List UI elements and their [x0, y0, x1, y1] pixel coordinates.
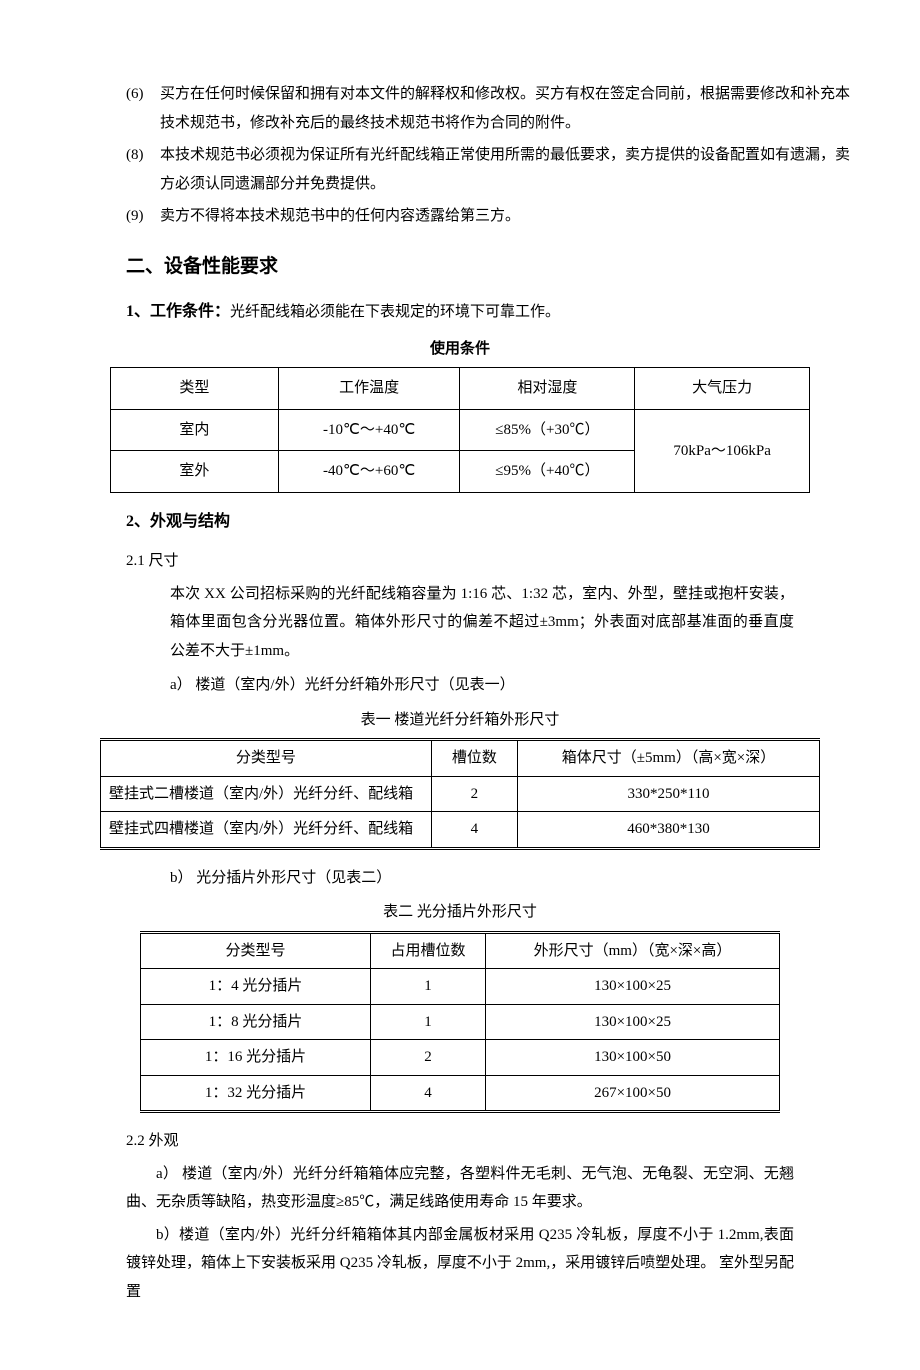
table-header-row: 分类型号 占用槽位数 外形尺寸（mm）（宽×深×高） — [141, 932, 780, 969]
table-row: 壁挂式二槽楼道（室内/外）光纤分纤、配线箱 2 330*250*110 — [101, 776, 820, 812]
cell: 壁挂式四槽楼道（室内/外）光纤分纤、配线箱 — [101, 812, 432, 849]
list-item-9: (9)卖方不得将本技术规范书中的任何内容透露给第三方。 — [70, 202, 850, 231]
section-2-title: 二、设备性能要求 — [126, 249, 850, 285]
s1-heading: 1、工作条件：光纤配线箱必须能在下表规定的环境下可靠工作。 — [126, 297, 850, 327]
table-row: 1：4 光分插片 1 130×100×25 — [141, 969, 780, 1005]
s1-heading-rest: 光纤配线箱必须能在下表规定的环境下可靠工作。 — [230, 304, 560, 320]
cell: 1 — [371, 969, 486, 1005]
th-model: 分类型号 — [101, 740, 432, 777]
th-pressure: 大气压力 — [635, 368, 810, 410]
th-temp: 工作温度 — [278, 368, 460, 410]
th-humid: 相对湿度 — [460, 368, 635, 410]
table-1: 分类型号 槽位数 箱体尺寸（±5mm）（高×宽×深） 壁挂式二槽楼道（室内/外）… — [100, 738, 820, 850]
cell: 130×100×50 — [486, 1040, 780, 1076]
cell: 2 — [431, 776, 517, 812]
cell: 1：32 光分插片 — [141, 1075, 371, 1112]
conditions-caption: 使用条件 — [70, 335, 850, 364]
th-size: 外形尺寸（mm）（宽×深×高） — [486, 932, 780, 969]
item-text: 卖方不得将本技术规范书中的任何内容透露给第三方。 — [160, 208, 520, 224]
s22-a: a） 楼道（室内/外）光纤分纤箱箱体应完整，各塑料件无毛刺、无气泡、无龟裂、无空… — [126, 1160, 794, 1217]
cell-humid: ≤95%（+40℃） — [460, 451, 635, 493]
s2-heading: 2、外观与结构 — [126, 507, 850, 537]
s21-a: a） 楼道（室内/外）光纤分纤箱外形尺寸（见表一） — [170, 671, 850, 700]
table-2: 分类型号 占用槽位数 外形尺寸（mm）（宽×深×高） 1：4 光分插片 1 13… — [140, 931, 780, 1114]
s1-heading-bold: 1、工作条件： — [126, 303, 230, 320]
list-item-6: (6)买方在任何时候保留和拥有对本文件的解释权和修改权。买方有权在签定合同前，根… — [70, 80, 850, 137]
table-row: 壁挂式四槽楼道（室内/外）光纤分纤、配线箱 4 460*380*130 — [101, 812, 820, 849]
cell: 330*250*110 — [518, 776, 820, 812]
cell: 1：16 光分插片 — [141, 1040, 371, 1076]
table-row: 1：8 光分插片 1 130×100×25 — [141, 1004, 780, 1040]
table-row: 室内 -10℃～+40℃ ≤85%（+30℃） 70kPa～106kPa — [111, 409, 810, 451]
cell-pressure: 70kPa～106kPa — [635, 409, 810, 492]
table-row: 1：16 光分插片 2 130×100×50 — [141, 1040, 780, 1076]
th-size: 箱体尺寸（±5mm）（高×宽×深） — [518, 740, 820, 777]
s21-p1: 本次 XX 公司招标采购的光纤配线箱容量为 1:16 芯、1:32 芯，室内、外… — [170, 580, 794, 666]
item-num: (8) — [126, 141, 160, 170]
table-row: 1：32 光分插片 4 267×100×50 — [141, 1075, 780, 1112]
cell: 460*380*130 — [518, 812, 820, 849]
cell-temp: -40℃～+60℃ — [278, 451, 460, 493]
cell-type: 室内 — [111, 409, 279, 451]
cell: 267×100×50 — [486, 1075, 780, 1112]
s21-num: 2.1 尺寸 — [126, 547, 850, 576]
cell: 1：8 光分插片 — [141, 1004, 371, 1040]
conditions-table: 类型 工作温度 相对湿度 大气压力 室内 -10℃～+40℃ ≤85%（+30℃… — [110, 367, 810, 493]
cell: 130×100×25 — [486, 969, 780, 1005]
th-type: 类型 — [111, 368, 279, 410]
list-item-8: (8)本技术规范书必须视为保证所有光纤配线箱正常使用所需的最低要求，卖方提供的设… — [70, 141, 850, 198]
cell-type: 室外 — [111, 451, 279, 493]
th-slots: 槽位数 — [431, 740, 517, 777]
cell: 4 — [431, 812, 517, 849]
th-slots: 占用槽位数 — [371, 932, 486, 969]
th-model: 分类型号 — [141, 932, 371, 969]
table-header-row: 分类型号 槽位数 箱体尺寸（±5mm）（高×宽×深） — [101, 740, 820, 777]
item-num: (9) — [126, 202, 160, 231]
s21-b: b） 光分插片外形尺寸（见表二） — [170, 864, 850, 893]
table-header-row: 类型 工作温度 相对湿度 大气压力 — [111, 368, 810, 410]
cell: 4 — [371, 1075, 486, 1112]
t1-caption: 表一 楼道光纤分纤箱外形尺寸 — [70, 706, 850, 735]
cell-temp: -10℃～+40℃ — [278, 409, 460, 451]
s22-num: 2.2 外观 — [126, 1127, 850, 1156]
cell: 1 — [371, 1004, 486, 1040]
s2-heading-bold: 2、外观与结构 — [126, 513, 230, 530]
item-text: 买方在任何时候保留和拥有对本文件的解释权和修改权。买方有权在签定合同前，根据需要… — [160, 86, 850, 131]
cell-humid: ≤85%（+30℃） — [460, 409, 635, 451]
item-text: 本技术规范书必须视为保证所有光纤配线箱正常使用所需的最低要求，卖方提供的设备配置… — [160, 147, 850, 192]
cell: 1：4 光分插片 — [141, 969, 371, 1005]
t2-caption: 表二 光分插片外形尺寸 — [70, 898, 850, 927]
cell: 2 — [371, 1040, 486, 1076]
cell: 壁挂式二槽楼道（室内/外）光纤分纤、配线箱 — [101, 776, 432, 812]
s22-b: b）楼道（室内/外）光纤分纤箱箱体其内部金属板材采用 Q235 冷轧板，厚度不小… — [126, 1221, 794, 1307]
cell: 130×100×25 — [486, 1004, 780, 1040]
item-num: (6) — [126, 80, 160, 109]
